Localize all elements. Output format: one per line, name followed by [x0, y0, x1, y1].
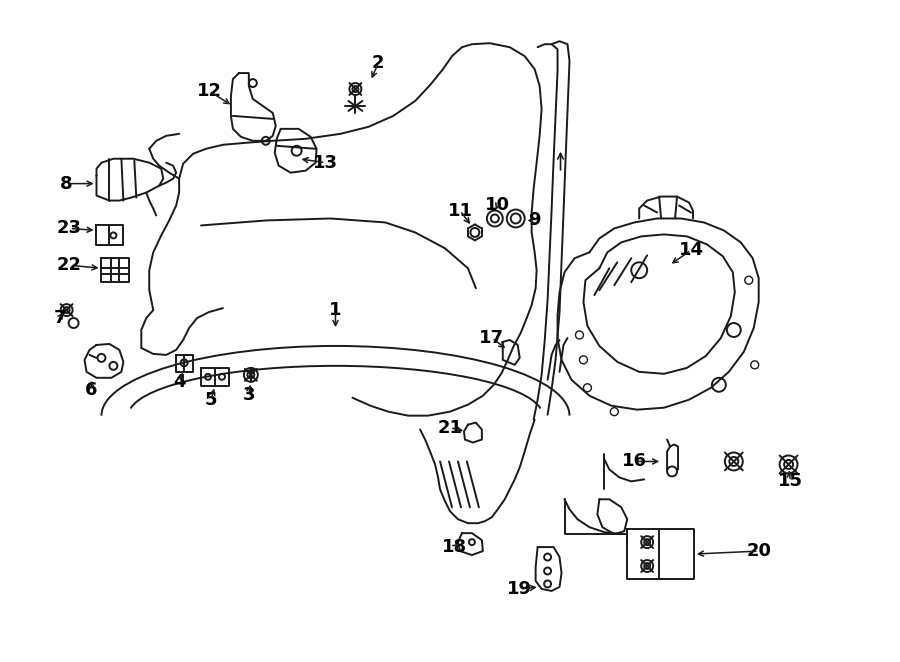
Text: 19: 19 — [508, 580, 532, 598]
Text: 2: 2 — [372, 54, 384, 72]
Text: 23: 23 — [57, 219, 82, 238]
Text: 6: 6 — [86, 381, 98, 399]
Text: 12: 12 — [196, 82, 221, 100]
Text: 15: 15 — [778, 473, 803, 491]
Text: 14: 14 — [679, 242, 704, 260]
Text: 21: 21 — [437, 418, 463, 437]
Text: 4: 4 — [173, 373, 185, 391]
Text: 8: 8 — [60, 175, 73, 193]
Text: 9: 9 — [528, 211, 541, 230]
Text: 18: 18 — [443, 538, 467, 556]
Text: 5: 5 — [205, 391, 217, 408]
Text: 22: 22 — [57, 256, 82, 274]
Text: 10: 10 — [485, 195, 510, 214]
Text: 3: 3 — [243, 386, 255, 404]
Text: 7: 7 — [53, 309, 66, 327]
Text: 16: 16 — [622, 452, 647, 471]
Text: 17: 17 — [480, 329, 504, 347]
Text: 1: 1 — [329, 301, 342, 319]
Text: 20: 20 — [746, 542, 771, 560]
Text: 11: 11 — [447, 201, 473, 220]
Text: 13: 13 — [313, 154, 338, 171]
